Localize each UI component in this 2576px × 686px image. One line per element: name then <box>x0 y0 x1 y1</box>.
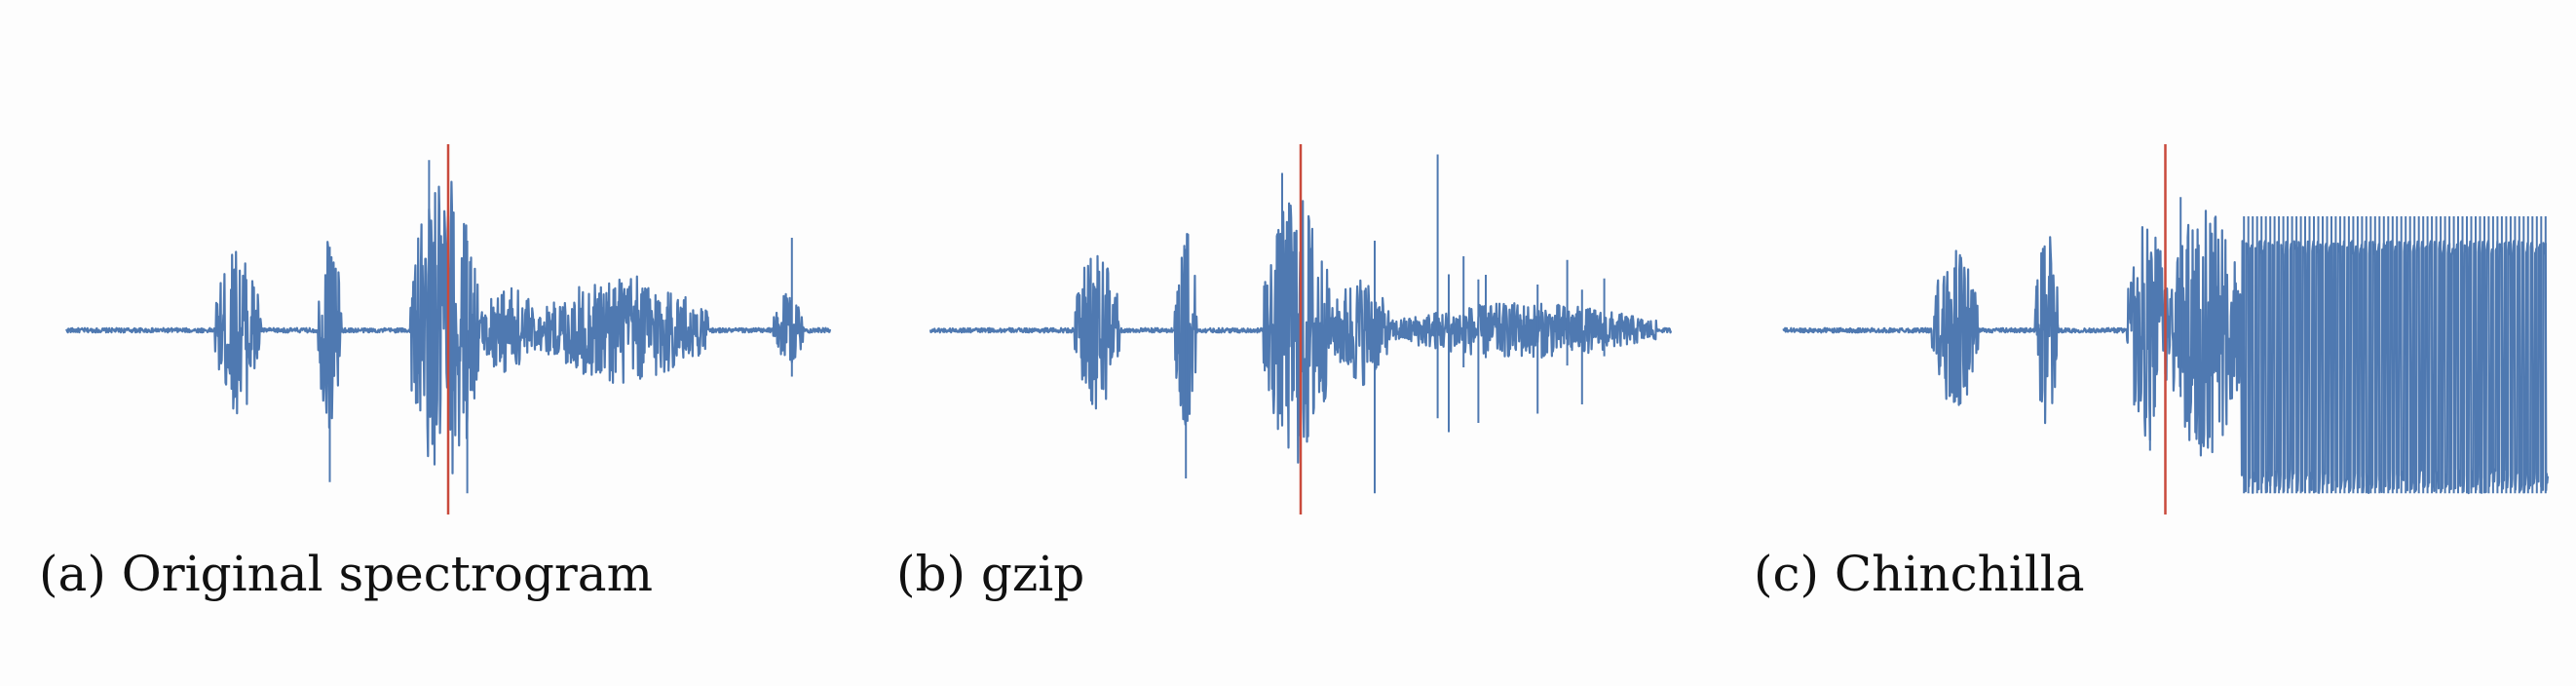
panel-a: (a) Original spectrogram <box>0 0 838 686</box>
panel-b: (b) gzip <box>857 0 1695 686</box>
waveform-plot-a <box>65 144 832 514</box>
caption-c: (c) Chinchilla <box>1754 546 2085 602</box>
panel-c: (c) Chinchilla <box>1715 0 2553 686</box>
waveform-plot-c <box>1782 144 2550 514</box>
caption-a: (a) Original spectrogram <box>39 546 653 602</box>
caption-b: (b) gzip <box>896 546 1085 602</box>
waveform-plot-b <box>928 144 1673 514</box>
